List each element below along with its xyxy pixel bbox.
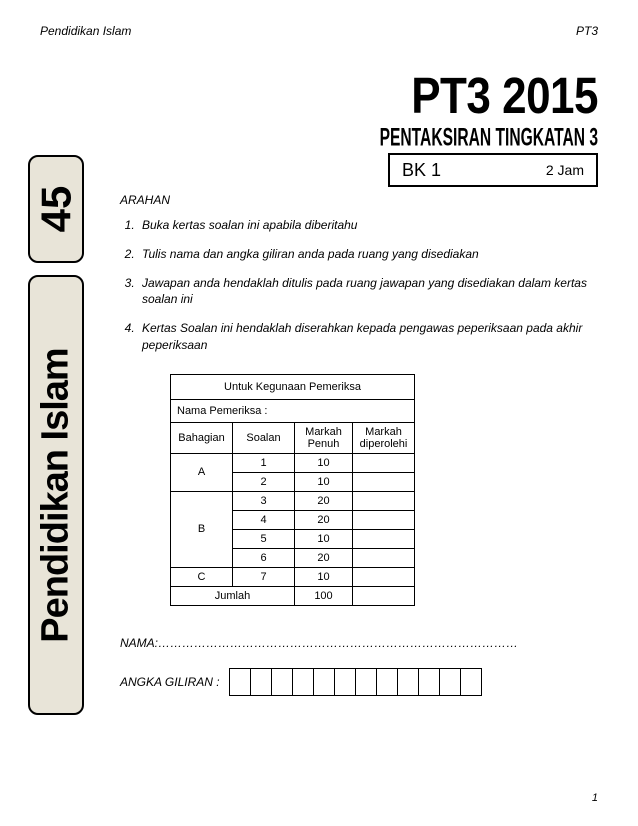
header-left: Pendidikan Islam (40, 24, 131, 38)
instruction-item: Tulis nama dan angka giliran anda pada r… (138, 246, 598, 263)
title-block: PT3 2015 PENTAKSIRAN TINGKATAN 3 BK 1 2 … (40, 68, 598, 187)
angka-giliran-box (355, 668, 377, 696)
cell-diperolehi (353, 567, 415, 586)
angka-giliran-boxes (230, 668, 482, 696)
table-title: Untuk Kegunaan Pemeriksa (171, 374, 415, 399)
total-diperolehi (353, 586, 415, 605)
cell-bahagian: A (171, 453, 233, 491)
angka-giliran-box (250, 668, 272, 696)
angka-giliran-label: ANGKA GILIRAN : (120, 675, 220, 689)
instructions-list: Buka kertas soalan ini apabila diberitah… (120, 217, 598, 354)
col-soalan: Soalan (233, 422, 295, 453)
page-header: Pendidikan Islam PT3 (40, 24, 598, 38)
cell-soalan: 5 (233, 529, 295, 548)
bk-duration-box: BK 1 2 Jam (388, 153, 598, 187)
cell-penuh: 20 (295, 491, 353, 510)
angka-giliran-box (229, 668, 251, 696)
cell-soalan: 2 (233, 472, 295, 491)
angka-giliran-box (292, 668, 314, 696)
header-right: PT3 (576, 24, 598, 38)
table-total-row: Jumlah 100 (171, 586, 415, 605)
cell-penuh: 10 (295, 567, 353, 586)
cell-diperolehi (353, 529, 415, 548)
angka-giliran-box (439, 668, 461, 696)
col-markah-diperolehi: Markah diperolehi (353, 422, 415, 453)
side-tab-subject: Pendidikan Islam (28, 275, 84, 715)
page-number: 1 (592, 792, 598, 804)
angka-giliran-box (334, 668, 356, 696)
angka-giliran-box (460, 668, 482, 696)
cell-diperolehi (353, 453, 415, 472)
total-value: 100 (295, 586, 353, 605)
cell-soalan: 1 (233, 453, 295, 472)
cell-diperolehi (353, 491, 415, 510)
angka-giliran-box (418, 668, 440, 696)
cell-soalan: 6 (233, 548, 295, 567)
instructions-heading: ARAHAN (120, 193, 598, 207)
side-tab-number: 45 (28, 155, 84, 263)
cell-penuh: 10 (295, 529, 353, 548)
examiner-name-label: Nama Pemeriksa : (171, 399, 415, 422)
table-row: B 3 20 (171, 491, 415, 510)
instruction-item: Buka kertas soalan ini apabila diberitah… (138, 217, 598, 234)
exam-subtitle: PENTAKSIRAN TINGKATAN 3 (163, 124, 598, 153)
cell-soalan: 4 (233, 510, 295, 529)
cell-soalan: 7 (233, 567, 295, 586)
angka-giliran-row: ANGKA GILIRAN : (120, 668, 598, 696)
cell-bahagian: B (171, 491, 233, 567)
content-area: ARAHAN Buka kertas soalan ini apabila di… (120, 193, 598, 696)
col-bahagian: Bahagian (171, 422, 233, 453)
angka-giliran-box (376, 668, 398, 696)
total-label: Jumlah (171, 586, 295, 605)
instruction-item: Jawapan anda hendaklah ditulis pada ruan… (138, 275, 598, 309)
instruction-item: Kertas Soalan ini hendaklah diserahkan k… (138, 320, 598, 354)
table-row: A 1 10 (171, 453, 415, 472)
bk-code: BK 1 (402, 160, 441, 181)
cell-penuh: 10 (295, 472, 353, 491)
cell-diperolehi (353, 472, 415, 491)
nama-field: NAMA:……………………………………………………………………………… (120, 636, 598, 650)
angka-giliran-box (313, 668, 335, 696)
angka-giliran-box (397, 668, 419, 696)
angka-giliran-box (271, 668, 293, 696)
cell-penuh: 10 (295, 453, 353, 472)
exam-cover-page: Pendidikan Islam PT3 45 Pendidikan Islam… (0, 0, 638, 826)
cell-diperolehi (353, 510, 415, 529)
marks-table: Untuk Kegunaan Pemeriksa Nama Pemeriksa … (170, 374, 415, 606)
cell-diperolehi (353, 548, 415, 567)
cell-penuh: 20 (295, 548, 353, 567)
exam-title: PT3 2015 (40, 68, 598, 126)
subject-name: Pendidikan Islam (35, 348, 78, 642)
subject-code: 45 (32, 186, 80, 233)
cell-penuh: 20 (295, 510, 353, 529)
table-header-row: Bahagian Soalan Markah Penuh Markah dipe… (171, 422, 415, 453)
table-row: C 7 10 (171, 567, 415, 586)
col-markah-penuh: Markah Penuh (295, 422, 353, 453)
duration: 2 Jam (546, 162, 584, 178)
cell-soalan: 3 (233, 491, 295, 510)
cell-bahagian: C (171, 567, 233, 586)
